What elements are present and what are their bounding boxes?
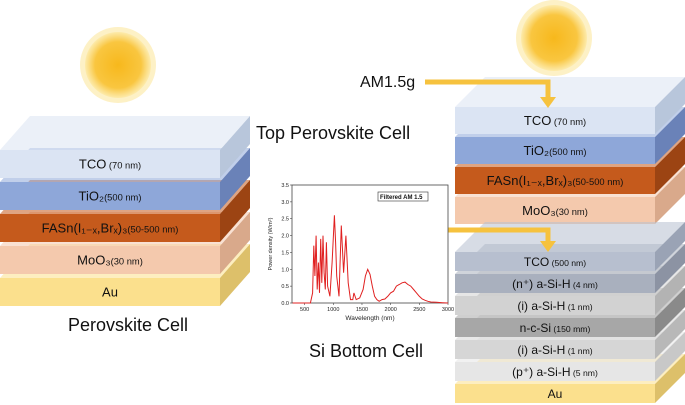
spectrum-line [292,215,449,304]
spectrum-plot: 500 1000 1500 2000 2500 3000 0.0 0.5 1.0 1.5 2.0 2.… [268,183,454,322]
y-tick-label: 1.5 [281,250,289,256]
layer-label: Au [548,387,563,401]
plot-frame [291,184,449,304]
y-tick-label: 2.0 [281,234,289,240]
layer-label: (p⁺) a-Si-H (5 nm) [512,365,598,379]
y-tick-label: 1.0 [281,267,289,273]
plot-ylabel: Power density (W/m²) [268,217,274,270]
sun-icon-right [516,0,592,76]
y-tick-label: 3.5 [281,183,289,189]
x-tick-label: 500 [300,307,309,313]
x-tick-label: 2000 [385,307,397,313]
sun-icon-left [80,27,156,103]
y-tick-label: 0.0 [281,301,289,307]
layer: TCO (70 nm) [0,116,250,178]
y-tick-label: 0.5 [281,284,289,290]
x-tick-label: 2500 [413,307,425,313]
layer-label: TCO (500 nm) [524,255,586,269]
layer-label: MoO₃(30 nm) [522,203,588,218]
layer-label: (i) a-Si-H (1 nm) [517,299,592,313]
illumination-arrow [425,79,556,108]
y-tick-label: 3.0 [281,200,289,206]
top-perovskite-cell-caption: Top Perovskite Cell [256,123,410,143]
layer-label: FASn(I₁₋ₓ,Brₓ)₃(50-500 nm) [487,173,624,188]
layer-label: (n⁺) a-Si-H (4 nm) [512,277,598,291]
filtered-light-arrow [422,227,556,252]
am15g-label: AM1.5g [360,74,415,91]
plot-legend-label: Filtered AM 1.5 [380,195,423,201]
layer-label: (i) a-Si-H (1 nm) [517,343,592,357]
layer-label: TCO (70 nm) [524,113,586,128]
top-perovskite-stack: MoO₃(30 nm) FASn(I₁₋ₓ,Brₓ)₃(50-500 nm) TiO… [455,77,685,224]
y-tick-label: 2.5 [281,217,289,223]
plot-xlabel: Wavelength (nm) [345,315,394,322]
perovskite-cell-stack: Au MoO₃(30 nm) FASn(I₁₋ₓ,Brₓ)₃(50-500 nm) T… [0,116,250,306]
layer-label: n-c-Si (150 mm) [520,321,591,335]
layer-label: FASn(I₁₋ₓ,Brₓ)₃(50-500 nm) [42,221,179,236]
si-bottom-stack: Au (p⁺) a-Si-H (5 nm) (i) a-Si-H (1 nm) n-c… [455,222,685,403]
layer-label: TCO (70 nm) [79,157,141,172]
layer-label: MoO₃(30 nm) [77,253,143,268]
x-tick-label: 1500 [356,307,368,313]
layer-label: TiO₂(500 nm) [524,143,587,158]
perovskite-cell-caption: Perovskite Cell [68,315,188,335]
si-bottom-cell-caption: Si Bottom Cell [309,341,423,361]
layer: TCO (70 nm) [455,77,685,134]
layer-label: Au [102,285,118,300]
x-tick-label: 1000 [327,307,339,313]
x-tick-label: 3000 [442,307,454,313]
layer-label: TiO₂(500 nm) [79,189,142,204]
plot-legend: Filtered AM 1.5 [377,191,429,202]
